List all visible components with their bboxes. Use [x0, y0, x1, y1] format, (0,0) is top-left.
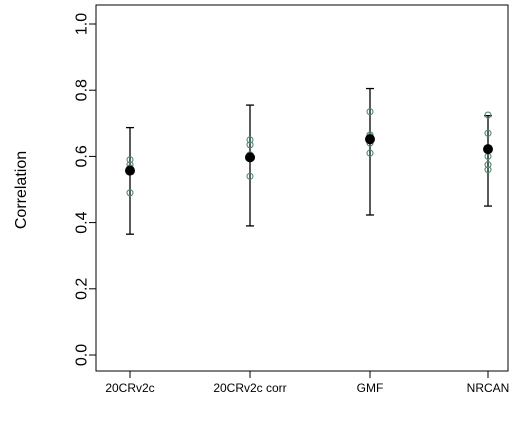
- member-point: [484, 129, 492, 137]
- mean-point: [483, 144, 493, 155]
- member-point: [366, 149, 374, 157]
- x-tick-label: 20CRv2c: [105, 381, 154, 395]
- x-tick-label: 20CRv2c corr: [213, 381, 286, 395]
- error-bars: [126, 87, 492, 235]
- y-axis: 0.0 0.2 0.4 0.6 0.8 1.0: [74, 13, 96, 366]
- mean-point: [245, 152, 255, 163]
- y-tick-label: 0.0: [74, 344, 91, 366]
- member-point: [246, 136, 254, 144]
- mean-point: [125, 165, 135, 176]
- y-tick-label: 0.2: [74, 278, 91, 300]
- plot-frame: [95, 4, 509, 372]
- x-axis: 20CRv2c 20CRv2c corr GMF NRCAN: [105, 371, 509, 395]
- y-tick-label: 0.4: [74, 211, 91, 233]
- member-point: [484, 166, 492, 174]
- x-tick-label: GMF: [357, 381, 384, 395]
- member-point: [246, 172, 254, 180]
- mean-point: [365, 134, 375, 145]
- x-tick-label: NRCAN: [467, 381, 510, 395]
- member-point: [366, 108, 374, 116]
- y-tick-label: 0.8: [74, 79, 91, 101]
- y-axis-label: Correlation: [13, 151, 30, 229]
- member-points: [126, 108, 492, 197]
- member-point: [126, 189, 134, 197]
- member-point: [484, 161, 492, 169]
- y-tick-label: 1.0: [74, 13, 91, 35]
- mean-points: [125, 134, 493, 176]
- member-point: [126, 156, 134, 164]
- member-point: [484, 111, 492, 119]
- y-tick-label: 0.6: [74, 145, 91, 167]
- member-point: [246, 141, 254, 149]
